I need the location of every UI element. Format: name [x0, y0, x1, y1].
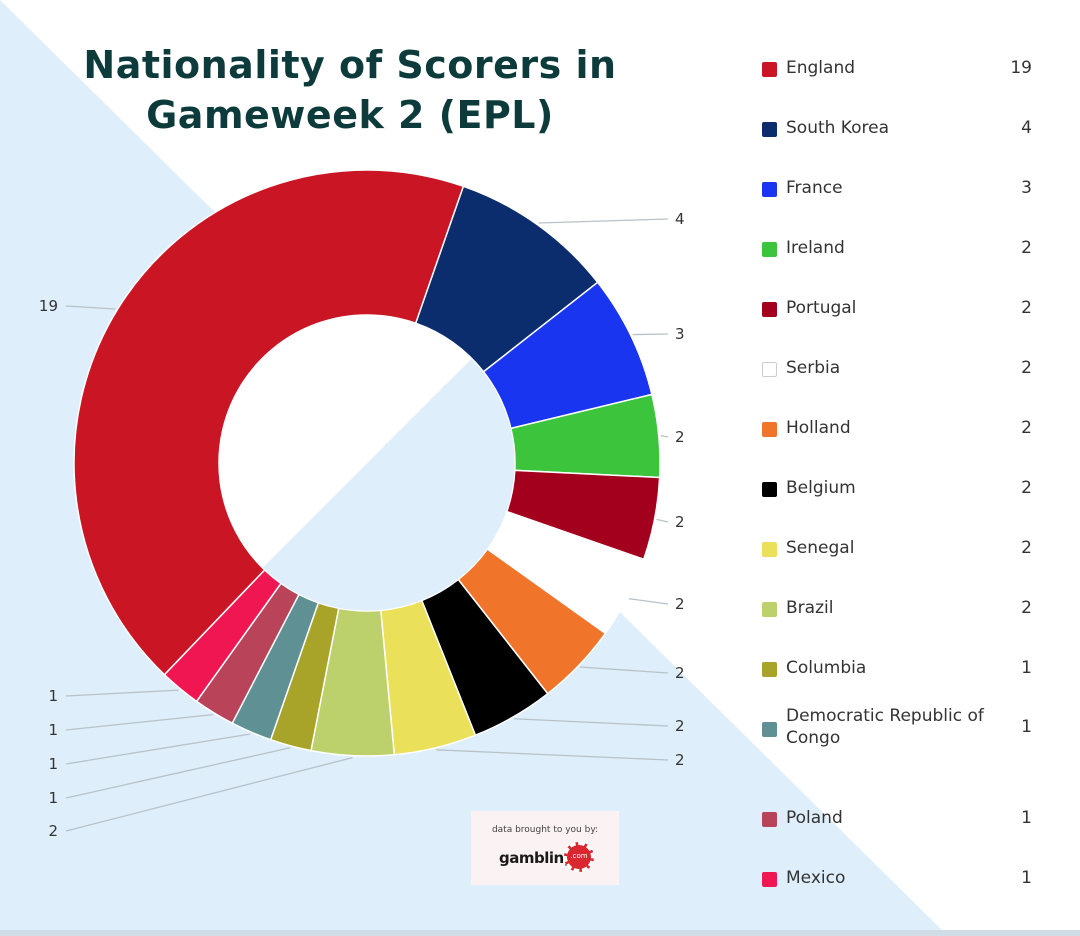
legend-value: 1: [1021, 868, 1032, 888]
legend-swatch: [762, 422, 777, 437]
data-label-brazil: 2: [48, 822, 58, 840]
legend-swatch: [762, 872, 777, 887]
legend-item-south-korea: South Korea 4: [760, 98, 1050, 158]
poker-chip-icon: .com: [564, 842, 594, 872]
legend-value: 1: [1021, 717, 1032, 737]
data-label-belgium: 2: [675, 717, 685, 735]
legend-label: Portugal: [786, 298, 857, 318]
legend-item-senegal: Senegal 2: [760, 518, 1050, 578]
leader-line-belgium: [513, 718, 669, 727]
leader-line-ireland: [660, 434, 669, 438]
legend-item-england: England 19: [760, 38, 1050, 98]
legend-swatch: [762, 602, 777, 617]
data-label-england: 19: [39, 297, 58, 315]
legend-item-belgium: Belgium 2: [760, 458, 1050, 518]
legend-value: 2: [1021, 598, 1032, 618]
data-label-ireland: 2: [675, 428, 685, 446]
legend-item-ireland: Ireland 2: [760, 218, 1050, 278]
legend-swatch: [762, 302, 777, 317]
leader-line-democratic-republic-of-congo: [65, 733, 251, 765]
legend-value: 19: [1010, 58, 1032, 78]
legend-swatch: [762, 182, 777, 197]
legend-value: 2: [1021, 298, 1032, 318]
legend-label: England: [786, 58, 856, 78]
data-label-france: 3: [675, 325, 685, 343]
legend-item-columbia: Columbia 1: [760, 638, 1050, 698]
legend-swatch: [762, 242, 777, 257]
legend-swatch: [762, 542, 777, 557]
credit-brand-logo: gambling: [499, 849, 574, 867]
leader-line-serbia: [628, 598, 669, 605]
legend-item-brazil: Brazil 2: [760, 578, 1050, 638]
leader-line-south-korea: [538, 218, 669, 224]
data-label-holland: 2: [675, 664, 685, 682]
legend-item-poland: Poland 1: [760, 788, 1050, 848]
data-label-columbia: 1: [48, 789, 58, 807]
legend-item-mexico: Mexico 1: [760, 848, 1050, 908]
data-label-south-korea: 4: [675, 210, 685, 228]
legend-value: 1: [1021, 808, 1032, 828]
legend-label: Mexico: [786, 868, 846, 888]
chart-title: Nationality of Scorers in Gameweek 2 (EP…: [83, 43, 617, 137]
donut-slice-england: [73, 169, 465, 676]
credit-chip-text: .com: [570, 852, 588, 860]
legend-label: Senegal: [786, 538, 855, 558]
donut-slices: [73, 169, 661, 757]
data-label-senegal: 2: [675, 751, 685, 769]
legend-swatch: [762, 482, 777, 497]
legend-swatch: [762, 722, 777, 737]
data-label-poland: 1: [48, 721, 58, 739]
data-label-democratic-republic-of-congo: 1: [48, 755, 58, 773]
leader-line-holland: [580, 666, 669, 674]
legend-value: 2: [1021, 538, 1032, 558]
legend-value: 1: [1021, 658, 1032, 678]
legend-item-portugal: Portugal 2: [760, 278, 1050, 338]
legend-value: 2: [1021, 238, 1032, 258]
legend-value: 2: [1021, 478, 1032, 498]
data-label-mexico: 1: [48, 687, 58, 705]
data-label-portugal: 2: [675, 513, 685, 531]
legend-swatch: [762, 662, 777, 677]
leader-line-senegal: [435, 749, 669, 761]
legend-item-democratic-republic-of-congo: Democratic Republic of Congo 1: [760, 698, 1050, 758]
leader-line-brazil: [65, 757, 353, 832]
data-labels: 4 3 2 2 2 2 2 2 19 1 1 1 1 2: [39, 210, 685, 840]
donut-hole: [219, 315, 515, 611]
legend-value: 3: [1021, 178, 1032, 198]
credit-text: data brought to you by:: [491, 825, 599, 835]
leader-line-columbia: [65, 747, 291, 799]
leader-line-england: [65, 305, 116, 310]
legend-label: Holland: [786, 418, 851, 438]
legend-value: 2: [1021, 358, 1032, 378]
legend-swatch: [762, 122, 777, 137]
leader-line-france: [632, 333, 669, 336]
legend-label: Poland: [786, 808, 843, 828]
legend-label: Brazil: [786, 598, 834, 618]
bottom-edge: [0, 930, 1080, 936]
legend-value: 4: [1021, 118, 1032, 138]
legend-swatch: [762, 812, 777, 827]
legend-item-france: France 3: [760, 158, 1050, 218]
legend-item-serbia: Serbia 2: [760, 338, 1050, 398]
legend-swatch: [762, 362, 777, 377]
legend-label: Ireland: [786, 238, 845, 258]
legend-label: France: [786, 178, 843, 198]
legend-swatch: [762, 62, 777, 77]
leader-line-poland: [65, 713, 214, 731]
leader-line-mexico: [65, 689, 179, 697]
legend-value: 2: [1021, 418, 1032, 438]
leader-lines: [65, 218, 669, 832]
leader-line-portugal: [656, 518, 669, 523]
credit-box: data brought to you by: gambling .com: [471, 811, 619, 885]
legend-label: Democratic Republic of Congo: [786, 706, 984, 748]
legend-label: Serbia: [786, 358, 841, 378]
legend-item-holland: Holland 2: [760, 398, 1050, 458]
data-label-serbia: 2: [675, 595, 685, 613]
legend-label: South Korea: [786, 118, 890, 138]
legend-label: Columbia: [786, 658, 867, 678]
legend-label: Belgium: [786, 478, 856, 498]
